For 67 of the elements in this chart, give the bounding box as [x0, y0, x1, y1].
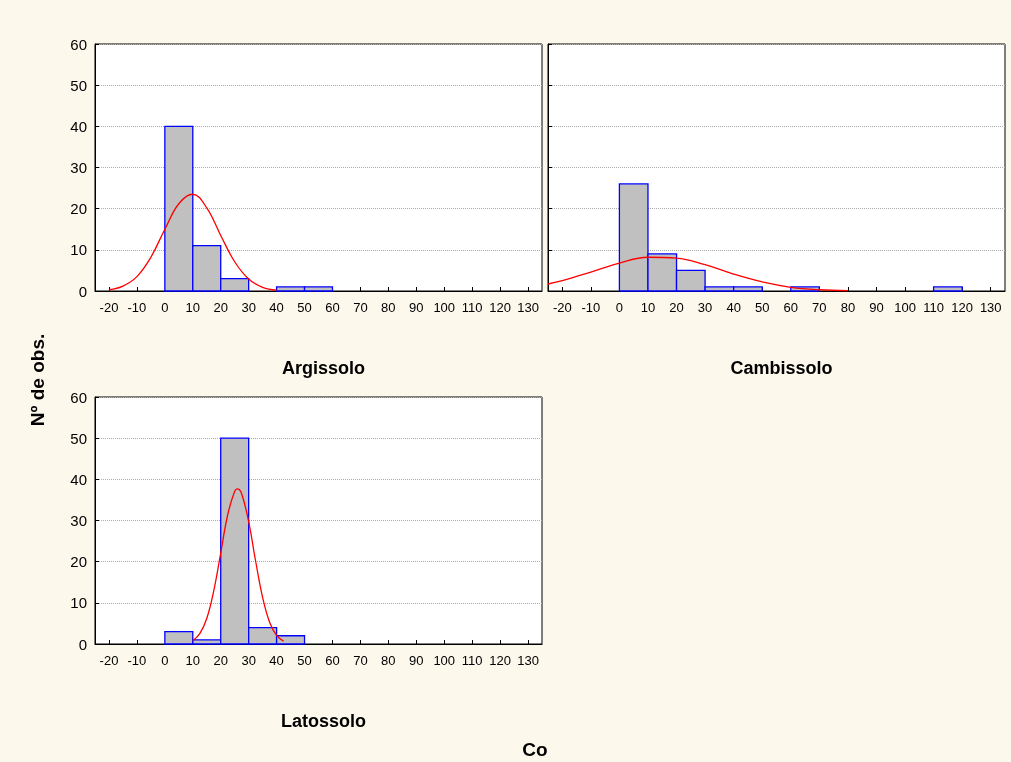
x-tick-label: 30 — [697, 300, 713, 315]
y-tick-label: 60 — [70, 35, 87, 53]
x-tick-label: 50 — [297, 300, 312, 315]
x-tick-label: 60 — [325, 300, 340, 315]
x-tick-label: 20 — [213, 653, 228, 668]
x-tick-label: 10 — [185, 300, 201, 315]
x-axis-title: Co — [522, 739, 548, 761]
x-tick-label: 130 — [517, 300, 539, 315]
x-tick-label: 110 — [461, 653, 483, 668]
y-axis-title: Nº de obs. — [27, 333, 49, 427]
text: Argissolo — [281, 358, 366, 378]
x-tick-label: -10 — [127, 653, 147, 668]
x-tick-label: 130 — [517, 653, 539, 668]
x-tick-label: 90 — [409, 300, 424, 315]
x-tick-label: 100 — [433, 653, 456, 668]
x-tick-label: -10 — [127, 300, 147, 315]
x-tick-label: 20 — [669, 300, 684, 315]
x-tick-label: 40 — [269, 300, 284, 315]
x-tick-label: 0 — [161, 300, 169, 315]
x-tick-label: 110 — [923, 300, 944, 315]
x-tick-label: -20 — [552, 300, 572, 315]
x-tick-label: 70 — [812, 300, 827, 315]
x-tick-label: 50 — [754, 300, 770, 315]
text: Latossolo — [280, 711, 367, 731]
y-tick-label: 50 — [70, 76, 87, 94]
x-tick-label: 60 — [325, 653, 340, 668]
y-tick-label: 20 — [70, 553, 87, 571]
x-tick-label: 90 — [409, 653, 424, 668]
y-tick-label: 30 — [70, 159, 87, 176]
x-tick-label: 10 — [185, 653, 201, 668]
y-tick-label: 60 — [70, 388, 87, 406]
y-tick-label: 10 — [70, 241, 87, 259]
x-tick-label: 80 — [840, 300, 856, 315]
y-tick-label: 40 — [70, 117, 87, 135]
x-tick-label: 60 — [783, 300, 799, 315]
x-tick-label: 30 — [241, 300, 256, 315]
x-tick-label: 100 — [894, 300, 916, 315]
x-tick-label: 120 — [489, 653, 511, 668]
x-tick-label: 120 — [951, 300, 974, 315]
x-tick-label: -10 — [581, 300, 601, 315]
x-tick-label: 0 — [161, 653, 169, 668]
y-tick-label: 40 — [70, 470, 87, 488]
x-tick-label: 10 — [640, 300, 656, 315]
x-tick-label: 100 — [433, 300, 456, 315]
x-tick-label: 40 — [269, 653, 284, 668]
y-tick-label: 10 — [70, 594, 87, 612]
y-tick-label: 0 — [78, 282, 87, 300]
x-tick-label: 20 — [213, 300, 228, 315]
x-tick-label: 30 — [241, 653, 256, 668]
y-tick-label: 30 — [70, 512, 87, 529]
x-tick-label: 90 — [869, 300, 884, 315]
y-tick-label: 20 — [70, 200, 87, 218]
x-tick-label: -20 — [99, 653, 119, 668]
y-tick-label: 50 — [70, 429, 87, 447]
x-tick-label: 80 — [381, 653, 396, 668]
x-tick-label: 130 — [979, 300, 1002, 315]
text: Cambissolo — [730, 358, 833, 378]
x-tick-label: 50 — [297, 653, 312, 668]
x-tick-label: -20 — [99, 300, 119, 315]
y-tick-label: 0 — [78, 635, 87, 653]
x-tick-label: 120 — [489, 300, 511, 315]
x-tick-label: 80 — [381, 300, 396, 315]
x-tick-label: 110 — [461, 300, 483, 315]
x-tick-label: 70 — [353, 300, 368, 315]
x-tick-label: 0 — [615, 300, 624, 315]
x-tick-label: 70 — [353, 653, 368, 668]
x-tick-label: 40 — [726, 300, 741, 315]
